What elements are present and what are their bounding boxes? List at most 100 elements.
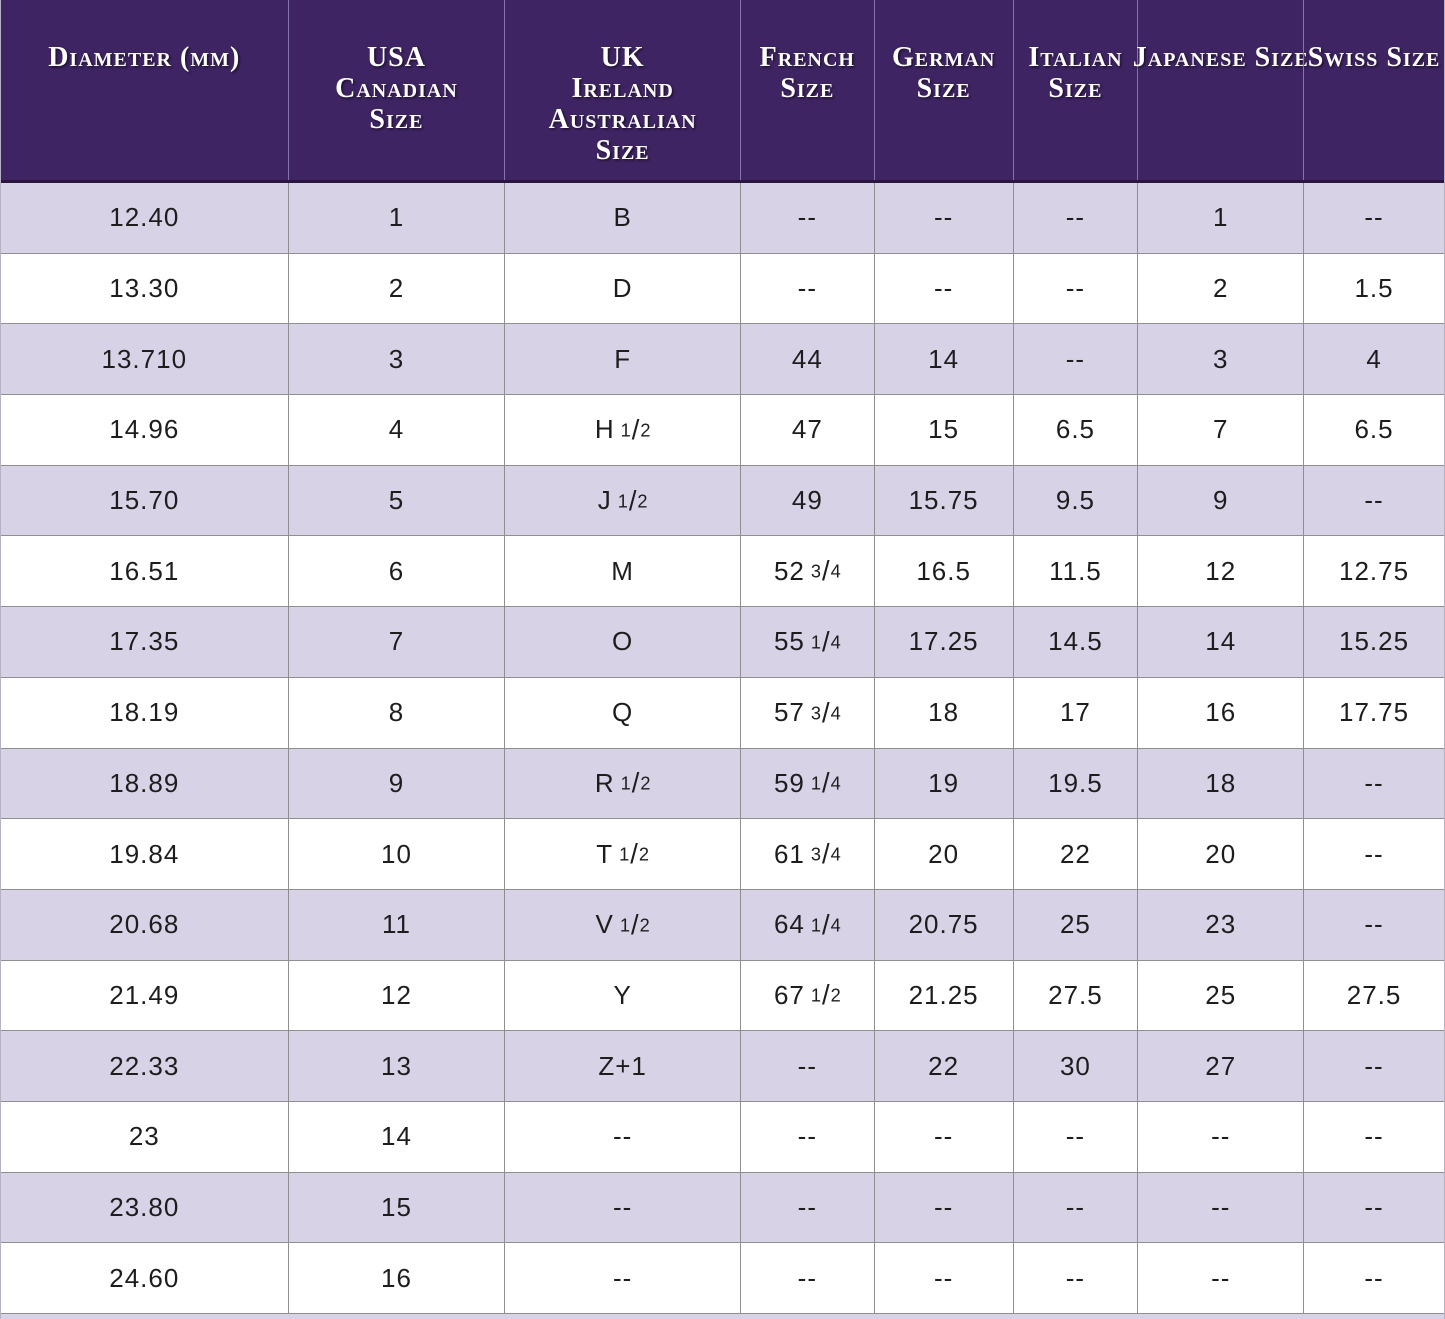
table-cell: 11.5 <box>1012 536 1138 607</box>
table-cell: -- <box>739 1172 874 1243</box>
table-cell: 14.5 <box>1012 607 1138 677</box>
table-cell: 2 <box>1137 253 1303 324</box>
column-header-line: USA <box>366 42 426 73</box>
table-row: 17.35 7 O 55 1/4 17.25 14.5 14 15.25 <box>1 607 1444 678</box>
table-cell: H 1/2 <box>504 395 740 465</box>
table-cell: Y <box>504 960 740 1031</box>
table-cell: 64 1/4 <box>739 889 874 960</box>
table-cell: 23 <box>128 1121 160 1152</box>
table-cell: 18.89 <box>109 767 180 798</box>
column-header-line: Size <box>369 104 424 135</box>
table-cell: 19.84 <box>109 838 180 869</box>
table-cell: 15.70 <box>109 485 180 516</box>
table-cell: 20.68 <box>109 909 180 940</box>
table-cell: 9.5 <box>1012 465 1138 536</box>
table-cell: 7 <box>1137 395 1303 465</box>
table-cell: -- <box>1012 183 1138 253</box>
table-cell: 16 <box>287 1243 505 1313</box>
table-cell: 17 <box>1012 677 1138 748</box>
table-cell: 18 <box>1137 748 1303 819</box>
table-cell: 25 <box>1012 889 1138 960</box>
table-cell: 3 <box>287 324 505 395</box>
column-header-line: Italian <box>1028 42 1123 73</box>
table-cell: 16.5 <box>873 536 1013 607</box>
column-header-japanese-size: Japanese Size <box>1133 0 1308 180</box>
table-cell: B <box>504 183 740 253</box>
table-cell: 47 <box>739 395 874 465</box>
table-cell: 18 <box>873 677 1013 748</box>
table-cell: 14 <box>873 324 1013 395</box>
table-cell: -- <box>873 1243 1013 1313</box>
table-cell: T 1/2 <box>504 819 740 889</box>
table-cell: Z+1 <box>504 1031 740 1101</box>
table-cell: -- <box>1303 1172 1444 1243</box>
table-cell: F <box>504 324 740 395</box>
table-cell: 15.25 <box>1303 607 1444 677</box>
table-cell: 6 <box>287 536 505 607</box>
column-header-line: Size <box>595 135 650 166</box>
table-cell: -- <box>1303 819 1444 889</box>
table-cell: M <box>504 536 740 607</box>
table-cell: 4 <box>287 395 505 465</box>
table-cell: 1.5 <box>1303 253 1444 324</box>
table-row: 13.30 2 D -- -- -- 2 1.5 <box>1 253 1444 325</box>
table-cell: 27 <box>1137 1031 1303 1101</box>
table-cell: 14.96 <box>109 414 180 445</box>
table-cell: -- <box>504 1172 740 1243</box>
column-header-line: Ireland <box>571 73 674 104</box>
column-header-line: French <box>759 42 855 73</box>
table-cell: 19.5 <box>1012 748 1138 819</box>
table-row: 18.19 8 Q 57 3/4 18 17 16 17.75 <box>1 677 1444 749</box>
table-cell: 4 <box>1303 324 1444 395</box>
table-cell: 49 <box>739 465 874 536</box>
table-cell: 27.5 <box>1303 960 1444 1031</box>
column-header-line: Swiss Size <box>1307 42 1441 73</box>
column-header-line: UK <box>600 42 645 73</box>
table-cell: 12.75 <box>1303 536 1444 607</box>
table-cell: 13.710 <box>101 343 188 374</box>
table-header-row: Diameter (mm) USA Canadian Size UK Irela… <box>1 0 1444 183</box>
table-cell: 12.40 <box>109 202 180 233</box>
table-row: 20.68 11 V 1/2 64 1/4 20.75 25 23 -- <box>1 889 1444 961</box>
table-row: 18.89 9 R 1/2 59 1/4 19 19.5 18 -- <box>1 748 1444 820</box>
table-cell: 1 <box>287 183 505 253</box>
table-cell: O <box>504 607 740 677</box>
column-header-line: Size <box>916 73 971 104</box>
table-cell: 16.51 <box>109 555 180 586</box>
table-cell: -- <box>1012 324 1138 395</box>
table-cell: 20 <box>1137 819 1303 889</box>
table-cell: 19 <box>873 748 1013 819</box>
table-cell: 67 1/2 <box>739 960 874 1031</box>
table-cell: -- <box>1303 465 1444 536</box>
column-header-uk-ireland-australian-size: UK Ireland Australian Size <box>504 0 740 180</box>
table-cell: 61 3/4 <box>739 819 874 889</box>
table-cell: 6.5 <box>1303 395 1444 465</box>
table-cell: 23 <box>1137 889 1303 960</box>
table-cell: D <box>504 253 740 324</box>
table-row: 24.60 16 -- -- -- -- -- -- <box>1 1243 1444 1314</box>
table-cell: -- <box>873 253 1013 324</box>
table-cell: 8 <box>287 677 505 748</box>
table-cell: 12 <box>287 960 505 1031</box>
table-cell: -- <box>739 1243 874 1313</box>
column-header-usa-canadian-size: USA Canadian Size <box>287 0 505 180</box>
table-cell: 25 <box>1137 960 1303 1031</box>
table-cell: 13.30 <box>109 273 180 304</box>
table-cell: 20.75 <box>873 889 1013 960</box>
table-cell: 21.49 <box>109 979 180 1010</box>
column-header-line: Japanese Size <box>1132 42 1309 73</box>
table-cell: -- <box>1137 1172 1303 1243</box>
table-cell: 22 <box>873 1031 1013 1101</box>
table-cell: 3 <box>1137 324 1303 395</box>
table-row: 21.49 12 Y 67 1/2 21.25 27.5 25 27.5 <box>1 960 1444 1032</box>
table-cell: -- <box>1303 748 1444 819</box>
table-row: 23 14 -- -- -- -- -- -- <box>1 1101 1444 1173</box>
table-cell: 18.19 <box>109 697 180 728</box>
table-cell: 22 <box>1012 819 1138 889</box>
column-header-italian-size: Italian Size <box>1012 0 1138 180</box>
table-cell: Q <box>504 677 740 748</box>
column-header-diameter-mm: Diameter (mm) <box>1 0 288 180</box>
table-cell: 52 3/4 <box>739 536 874 607</box>
table-row: 15.70 5 J 1/2 49 15.75 9.5 9 -- <box>1 465 1444 537</box>
